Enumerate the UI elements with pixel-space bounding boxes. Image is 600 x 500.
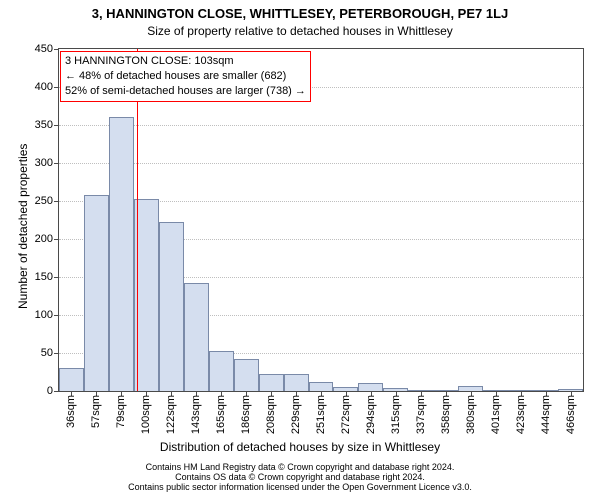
x-tick-label: 294sqm	[365, 391, 377, 434]
x-tick-label: 100sqm	[140, 391, 152, 434]
y-tick-label: 50	[41, 347, 59, 359]
histogram-bar	[284, 374, 309, 391]
annotation-box: 3 HANNINGTON CLOSE: 103sqm← 48% of detac…	[60, 51, 311, 102]
y-gridline	[59, 163, 583, 164]
y-tick-label: 100	[35, 309, 59, 321]
y-tick-label: 450	[35, 43, 59, 55]
x-tick-label: 466sqm	[565, 391, 577, 434]
footer-line: Contains public sector information licen…	[0, 482, 600, 492]
footer-line: Contains HM Land Registry data © Crown c…	[0, 462, 600, 472]
x-axis-label: Distribution of detached houses by size …	[0, 440, 600, 454]
y-tick-label: 150	[35, 271, 59, 283]
x-tick-label: 143sqm	[190, 391, 202, 434]
x-tick-label: 36sqm	[65, 391, 77, 428]
annotation-line: 52% of semi-detached houses are larger (…	[65, 84, 306, 99]
histogram-bar	[209, 351, 234, 391]
footer: Contains HM Land Registry data © Crown c…	[0, 462, 600, 492]
y-tick-label: 0	[47, 385, 59, 397]
x-tick-label: 229sqm	[290, 391, 302, 434]
chart-subtitle: Size of property relative to detached ho…	[0, 24, 600, 38]
histogram-bar	[234, 359, 259, 391]
y-tick-label: 350	[35, 119, 59, 131]
x-tick-label: 79sqm	[115, 391, 127, 428]
annotation-line: ← 48% of detached houses are smaller (68…	[65, 69, 306, 84]
chart-title: 3, HANNINGTON CLOSE, WHITTLESEY, PETERBO…	[0, 6, 600, 21]
y-axis-label: Number of detached properties	[16, 144, 30, 309]
x-tick-label: 444sqm	[540, 391, 552, 434]
x-tick-label: 401sqm	[490, 391, 502, 434]
y-tick-label: 400	[35, 81, 59, 93]
x-tick-label: 186sqm	[240, 391, 252, 434]
histogram-bar	[59, 368, 84, 391]
x-tick-label: 337sqm	[415, 391, 427, 434]
y-tick-label: 250	[35, 195, 59, 207]
histogram-bar	[358, 383, 383, 391]
histogram-bar	[109, 117, 134, 391]
x-tick-label: 251sqm	[315, 391, 327, 434]
histogram-bar	[84, 195, 109, 391]
annotation-line: 3 HANNINGTON CLOSE: 103sqm	[65, 54, 306, 69]
figure: 3, HANNINGTON CLOSE, WHITTLESEY, PETERBO…	[0, 0, 600, 500]
histogram-bar	[309, 382, 334, 391]
x-tick-label: 165sqm	[215, 391, 227, 434]
y-tick-label: 200	[35, 233, 59, 245]
x-tick-label: 380sqm	[465, 391, 477, 434]
footer-line: Contains OS data © Crown copyright and d…	[0, 472, 600, 482]
x-tick-label: 122sqm	[165, 391, 177, 434]
x-tick-label: 272sqm	[340, 391, 352, 434]
x-tick-label: 57sqm	[90, 391, 102, 428]
histogram-bar	[159, 222, 184, 391]
histogram-bar	[134, 199, 159, 391]
x-tick-label: 423sqm	[515, 391, 527, 434]
histogram-bar	[259, 374, 284, 391]
x-tick-label: 315sqm	[390, 391, 402, 434]
histogram-bar	[184, 283, 209, 391]
y-tick-label: 300	[35, 157, 59, 169]
x-tick-label: 358sqm	[440, 391, 452, 434]
x-tick-label: 208sqm	[265, 391, 277, 434]
y-gridline	[59, 125, 583, 126]
